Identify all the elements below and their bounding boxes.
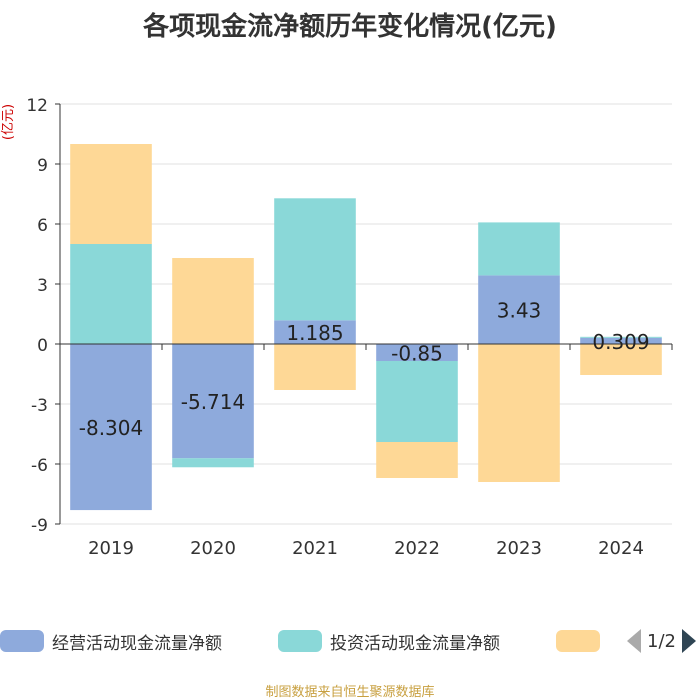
y-tick-label: -6	[31, 456, 48, 476]
legend-item-financing[interactable]	[556, 626, 608, 656]
bar-segment[interactable]	[70, 344, 152, 511]
x-tick-label: 2021	[292, 538, 338, 559]
bar-segment[interactable]	[580, 344, 662, 375]
bar-segment[interactable]	[172, 458, 254, 468]
legend-label-operating: 经营活动现金流量净额	[52, 633, 222, 654]
data-label: 3.43	[497, 299, 542, 323]
chart-area: -9 -6 -3 0 3 6 9 12 2019 2020 2021 2022 2023 2024 -8.…	[1, 96, 673, 559]
data-label: 0.309	[592, 330, 649, 354]
legend-swatch-investing	[278, 630, 322, 652]
y-tick-label: 6	[37, 216, 48, 236]
data-label: 1.185	[286, 321, 343, 345]
bar-segment[interactable]	[478, 275, 560, 344]
source-note: 制图数据来自恒生聚源数据库	[265, 685, 435, 700]
x-tick-label: 2024	[598, 538, 644, 559]
pager-next-icon[interactable]	[682, 629, 696, 653]
data-labels: -8.304 -5.714 1.185 -0.85 3.43 0.309	[79, 299, 650, 440]
legend-swatch-financing	[556, 630, 600, 652]
bar-segment[interactable]	[172, 344, 254, 459]
y-tick-label: -3	[31, 396, 48, 416]
bar-segment[interactable]	[376, 361, 458, 442]
x-tick-label: 2022	[394, 538, 440, 559]
pager-prev-icon[interactable]	[627, 629, 642, 653]
bar-segment[interactable]	[376, 442, 458, 478]
data-label: -0.85	[391, 342, 443, 366]
y-tick-label: 0	[37, 336, 48, 356]
y-tick-label: 3	[37, 276, 48, 296]
gridlines	[60, 103, 672, 525]
data-label: -8.304	[79, 416, 143, 440]
bar-segment[interactable]	[274, 344, 356, 390]
bar-segment[interactable]	[478, 222, 560, 276]
bar-segment[interactable]	[70, 144, 152, 244]
bar-segment[interactable]	[376, 344, 458, 361]
chart-title: 各项现金流净额历年变化情况(亿元)	[143, 12, 557, 42]
bars	[70, 144, 662, 511]
axes: -9 -6 -3 0 3 6 9 12 2019 2020 2021 2022 2023 2024	[26, 96, 673, 559]
legend-label-investing: 投资活动现金流量净额	[330, 633, 500, 654]
legend-swatch-operating	[0, 630, 44, 652]
x-tick-label: 2023	[496, 538, 542, 559]
bar-segment[interactable]	[172, 258, 254, 344]
legend-pager: 1/2	[627, 626, 696, 656]
y-tick-label: 9	[37, 156, 48, 176]
x-tick-label: 2019	[88, 538, 134, 559]
bar-segment[interactable]	[274, 320, 356, 344]
pager-text: 1/2	[647, 630, 676, 652]
bar-segment[interactable]	[580, 337, 662, 344]
bar-segment[interactable]	[274, 198, 356, 321]
legend-item-operating[interactable]: 经营活动现金流量净额	[0, 626, 222, 656]
bar-segment[interactable]	[478, 344, 560, 482]
bar-segment[interactable]	[70, 244, 152, 344]
bar-segment[interactable]	[580, 336, 662, 338]
legend-item-investing[interactable]: 投资活动现金流量净额	[278, 626, 500, 656]
data-label: -5.714	[181, 390, 245, 414]
y-tick-label: -9	[31, 516, 48, 536]
x-tick-label: 2020	[190, 538, 236, 559]
y-axis-label: (亿元)	[1, 104, 16, 140]
y-tick-label: 12	[26, 96, 48, 116]
legend: 经营活动现金流量净额 投资活动现金流量净额 1/2	[0, 626, 700, 660]
